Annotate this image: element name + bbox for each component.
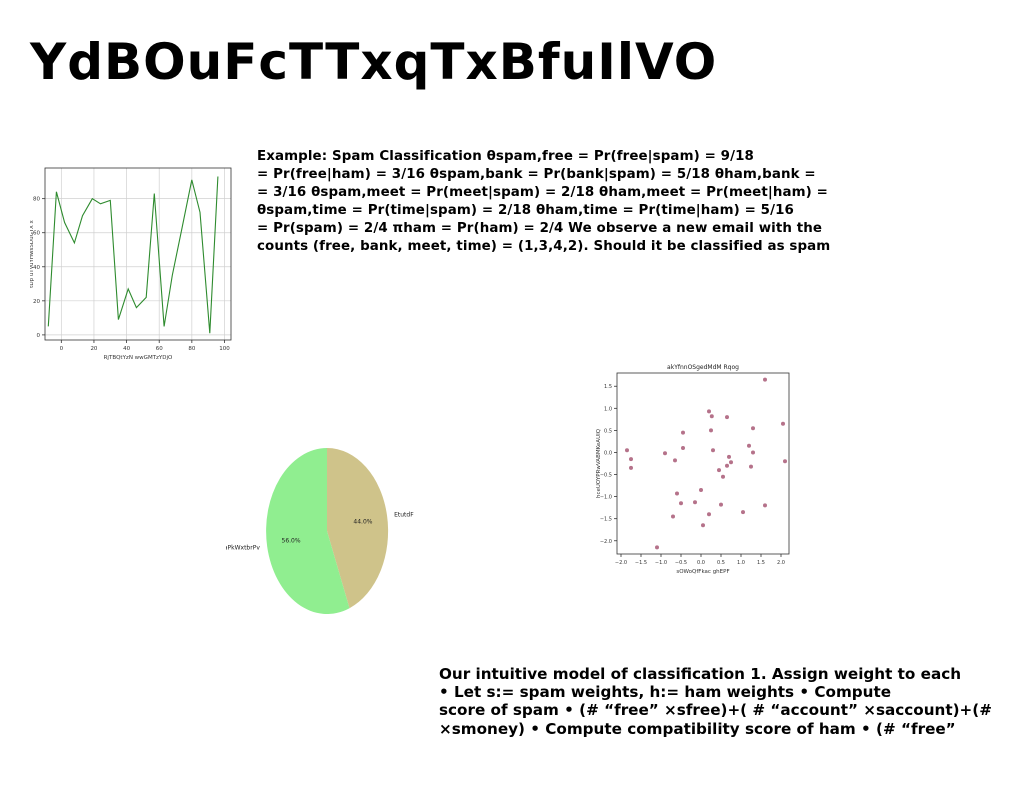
y-tick-label: 0.5 (604, 428, 612, 434)
scatter-point (751, 426, 755, 431)
plot-frame (616, 372, 790, 555)
y-axis-label: tDp uTVuYHwsSDuGTX x (30, 219, 35, 287)
y-tick-label: 0 (37, 333, 41, 339)
scatter-point (629, 457, 633, 462)
scatter-point (751, 450, 755, 455)
x-tick-label: 0.5 (717, 560, 725, 566)
y-tick-label: −0.5 (600, 473, 612, 479)
line-chart: 0 20 40 60 80 100 0 20 40 60 80 RjTBQtYzN wwGMTzYDj… (30, 167, 232, 361)
scatter-point (693, 500, 697, 505)
scatter-point (717, 468, 721, 473)
scatter-point (675, 491, 679, 496)
y-tick-label: 20 (33, 299, 40, 305)
scatter-point (729, 460, 733, 465)
x-tick-label: 0 (60, 346, 64, 352)
scatter-point (749, 464, 753, 469)
y-axis-label: hceUOYPRwVABMKeAUIQ (596, 428, 602, 498)
x-axis-label: RjTBQtYzN wwGMTzYDjO (104, 355, 173, 361)
scatter-point (747, 443, 751, 448)
scatter-point (699, 488, 703, 492)
text-line: ×smoney) • Compute compatibility score o… (439, 719, 956, 738)
scatter-point (707, 409, 711, 414)
text-line: Example: Spam Classification θspam,free … (257, 149, 754, 164)
scatter-point (719, 502, 723, 507)
scatter-chart: akYfnnOSgedMdM Rqog −2.0 −1.5 −1.0 −0.5 0.0 0.… (596, 364, 790, 575)
scatter-point (763, 377, 767, 382)
text-line: counts (free, bank, meet, time) = (1,3,4… (257, 239, 831, 254)
x-tick-label: −1.5 (635, 560, 647, 566)
scatter-point (727, 454, 731, 459)
pie-slice (266, 448, 350, 614)
scatter-point (679, 501, 683, 506)
y-tick-label: 40 (33, 265, 40, 271)
scatter-point (681, 430, 685, 435)
chart-title: akYfnnOSgedMdM Rqog (667, 364, 739, 371)
series-line (47, 176, 219, 334)
text-line: • Let s:= spam weights, h:= ham weights … (439, 683, 892, 702)
scatter-point (671, 514, 675, 519)
scatter-point (709, 414, 714, 419)
x-tick-label: 60 (156, 346, 163, 352)
y-tick-label: −1.5 (600, 517, 612, 523)
x-tick-label: 40 (123, 346, 130, 352)
scatter-point (725, 415, 729, 420)
x-tick-label: 100 (219, 346, 230, 352)
text-line: = Pr(free|ham) = 3/16 θspam,bank = Pr(ba… (257, 167, 816, 182)
slide-title: YdBOuFcTTxqTxBfuIlVO (30, 33, 718, 91)
text-line: = 3/16 θspam,meet = Pr(meet|spam) = 2/18… (257, 185, 828, 200)
x-tick-label: −2.0 (615, 560, 627, 566)
pie-percent-label: 44.0% (353, 519, 372, 526)
scatter-point (629, 465, 633, 470)
scatter-point (721, 474, 725, 479)
plot-frame (44, 167, 232, 341)
x-tick-label: 80 (188, 346, 195, 352)
x-tick-label: 2.0 (777, 560, 785, 566)
text-line: = Pr(spam) = 2/4 πham = Pr(ham) = 2/4 We… (257, 221, 823, 236)
scatter-point (681, 446, 685, 450)
classification-model-text: Our intuitive model of classification 1.… (439, 665, 992, 738)
y-tick-label: 1.0 (604, 406, 612, 412)
pie-slice (327, 447, 389, 609)
scatter-point (741, 510, 745, 515)
scatter-point (625, 448, 629, 453)
x-tick-label: 20 (90, 346, 97, 352)
scatter-point (655, 545, 659, 550)
y-tick-label: 80 (33, 197, 40, 203)
y-tick-label: −2.0 (600, 539, 612, 545)
text-line: Our intuitive model of classification 1.… (439, 665, 962, 683)
scatter-point (709, 428, 713, 433)
scatter-point (673, 458, 677, 463)
pie-percent-label: 56.0% (282, 537, 301, 544)
pie-slice-label: aPkWxtbrPv (226, 544, 260, 551)
scatter-point (701, 523, 705, 528)
pie-chart: 44.0% EtutdF 56.0% aPkWxtbrPv (226, 447, 414, 614)
pie-slice-label: EtutdF (394, 512, 414, 519)
scatter-point (711, 448, 715, 453)
y-tick-label: 1.5 (604, 384, 612, 390)
scatter-point (663, 451, 667, 456)
x-tick-label: 1.0 (737, 560, 745, 566)
x-tick-label: 1.5 (757, 560, 765, 566)
text-line: score of spam • (# “free” ×sfree)+( # “a… (439, 701, 992, 720)
x-tick-label: −1.0 (655, 560, 667, 566)
y-tick-label: −1.0 (600, 495, 612, 501)
y-tick-label: 60 (33, 231, 40, 237)
scatter-point (783, 459, 787, 464)
scatter-point (763, 503, 767, 508)
scatter-point (707, 512, 711, 517)
scatter-point (781, 421, 785, 426)
spam-classification-example-text: Example: Spam Classification θspam,free … (257, 148, 830, 256)
y-tick-label: 0.0 (604, 450, 612, 456)
x-tick-label: −0.5 (675, 560, 687, 566)
x-tick-label: 0.0 (697, 560, 705, 566)
x-axis-label: sOWoQfFkac ghEPF (676, 569, 729, 575)
scatter-point (725, 463, 729, 468)
text-line: θspam,time = Pr(time|spam) = 2/18 θham,t… (257, 203, 794, 218)
